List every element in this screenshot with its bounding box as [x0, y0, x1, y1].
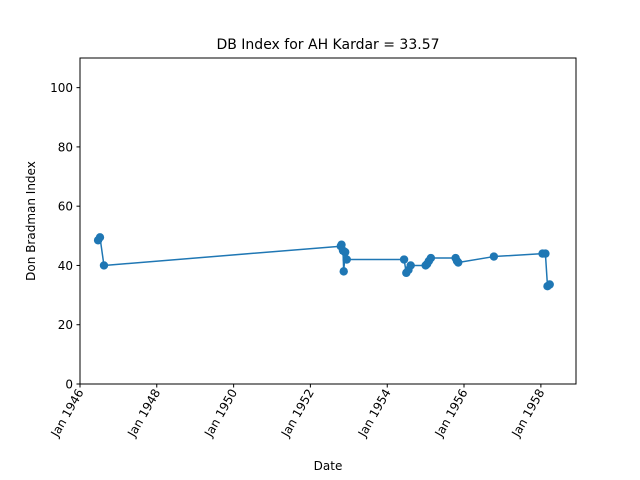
- data-point: [545, 280, 554, 289]
- y-axis: 0 20 40 60 80 100: [50, 81, 80, 392]
- data-point: [426, 253, 436, 263]
- data-point: [95, 233, 105, 242]
- y-tick-label: 100: [50, 81, 73, 95]
- data-point: [342, 255, 351, 264]
- y-tick-label: 40: [58, 259, 73, 273]
- data-point: [340, 247, 350, 257]
- data-point: [541, 249, 550, 258]
- data-point: [406, 261, 415, 270]
- data-point: [454, 258, 463, 267]
- chart-title: DB Index for AH Kardar = 33.57: [216, 37, 439, 53]
- y-tick-label: 20: [58, 318, 73, 332]
- data-point: [489, 252, 499, 261]
- y-tick-label: 80: [58, 140, 73, 154]
- data-point: [399, 255, 409, 264]
- plot-frame: [79, 57, 577, 385]
- y-tick-label: 0: [65, 378, 73, 392]
- data-point: [339, 267, 348, 276]
- plot-area: [93, 233, 554, 291]
- x-axis-title: Date: [314, 459, 343, 473]
- data-point: [99, 261, 109, 270]
- y-tick-label: 60: [58, 200, 73, 214]
- y-axis-title: Don Bradman Index: [24, 161, 38, 281]
